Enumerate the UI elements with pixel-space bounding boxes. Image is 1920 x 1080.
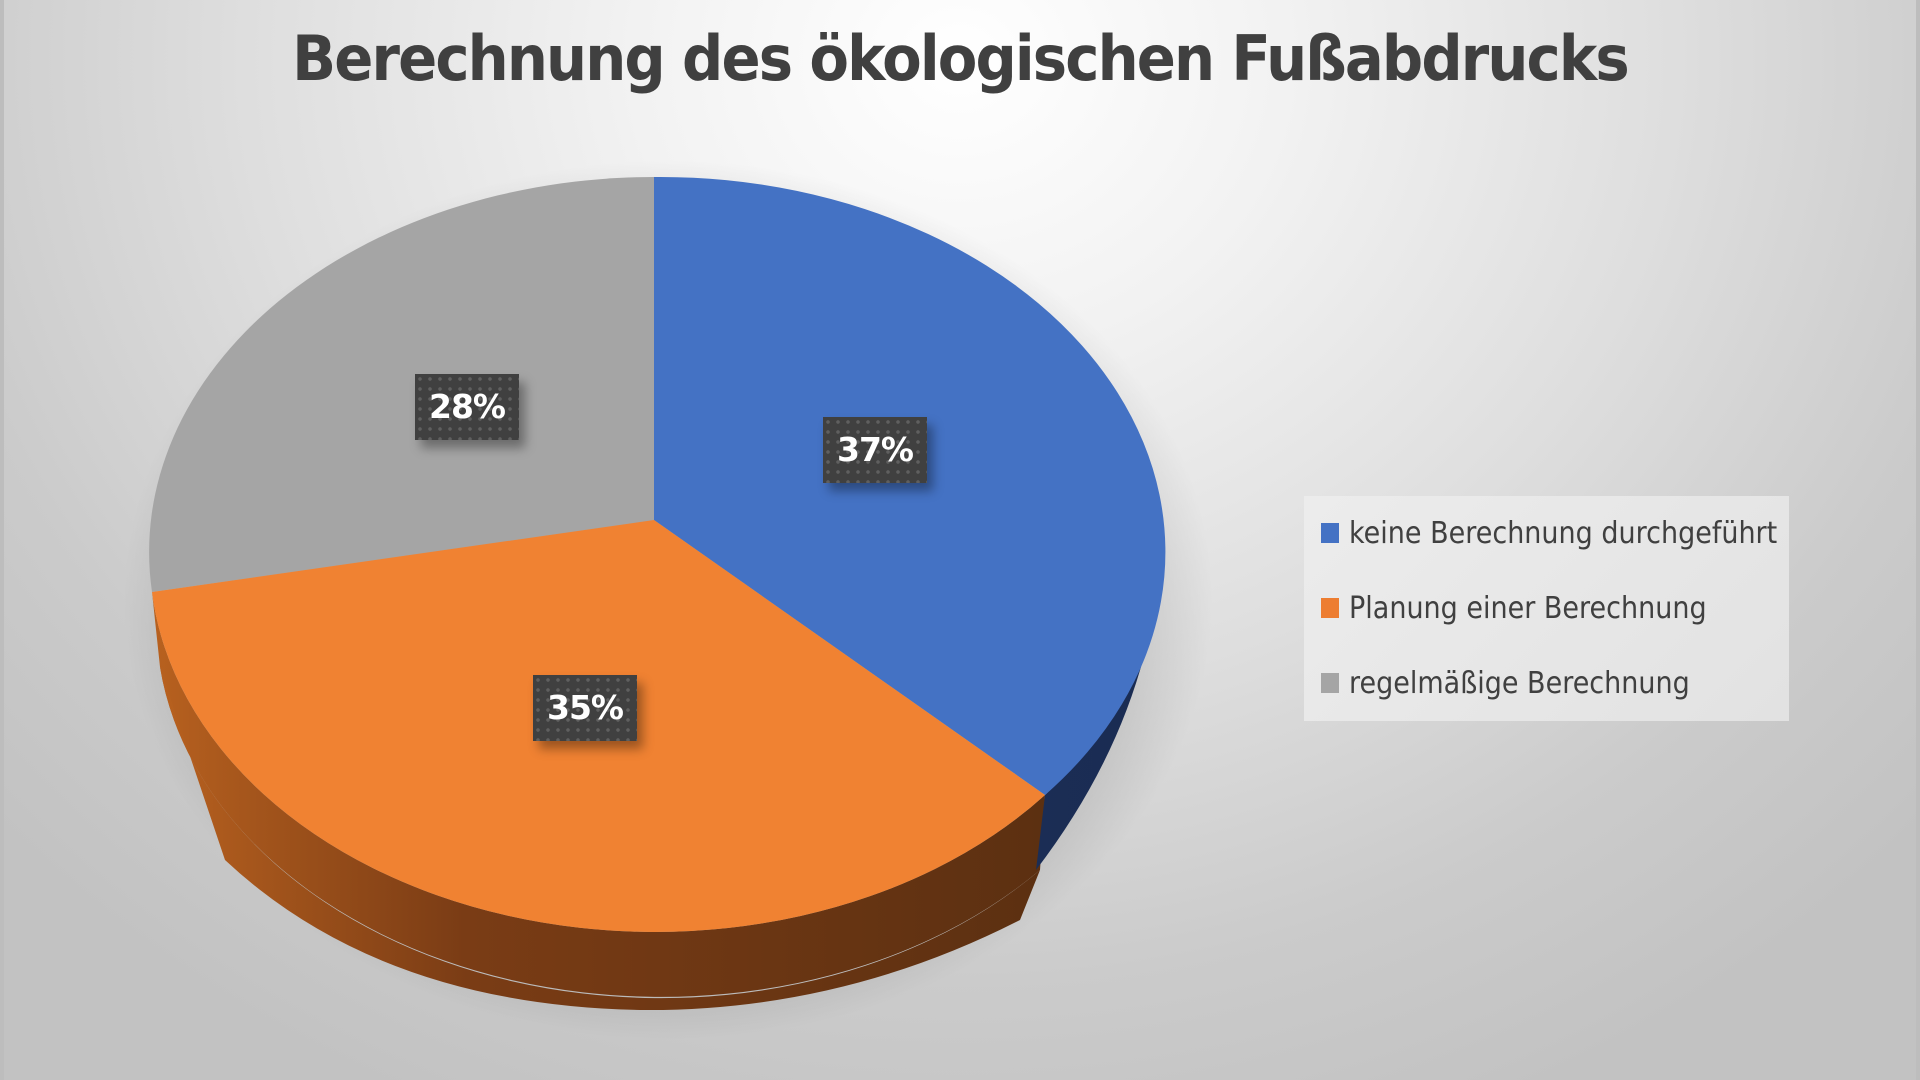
slice-blue: [654, 176, 1166, 795]
data-label-orange: 35%: [533, 675, 637, 741]
legend-item-planung: Planung einer Berechnung: [1321, 588, 1746, 628]
data-label-blue: 37%: [823, 417, 927, 483]
frame-right-edge: [1916, 0, 1920, 1080]
pie-top: [149, 176, 1166, 932]
legend-swatch-orange-icon: [1321, 598, 1339, 618]
legend-swatch-blue-icon: [1321, 523, 1339, 543]
legend-swatch-grey-icon: [1321, 673, 1339, 693]
chart-title: Berechnung des ökologischen Fußabdrucks: [292, 22, 1629, 95]
legend-label: regelmäßige Berechnung: [1349, 665, 1690, 701]
data-label-grey: 28%: [415, 374, 519, 440]
legend-label: keine Berechnung durchgeführt: [1349, 515, 1778, 551]
legend-item-regelmaessig: regelmäßige Berechnung: [1321, 663, 1728, 703]
legend-label: Planung einer Berechnung: [1349, 590, 1707, 626]
slice-side-orange: [152, 592, 1045, 997]
frame-left-edge: [0, 0, 4, 1080]
chart-legend: keine Berechnung durchgeführt Planung ei…: [1304, 496, 1789, 721]
slice-grey: [149, 177, 654, 592]
legend-item-keine: keine Berechnung durchgeführt: [1321, 513, 1825, 553]
pie-side-walls: [152, 560, 1157, 1011]
slice-side-blue: [1036, 560, 1157, 870]
